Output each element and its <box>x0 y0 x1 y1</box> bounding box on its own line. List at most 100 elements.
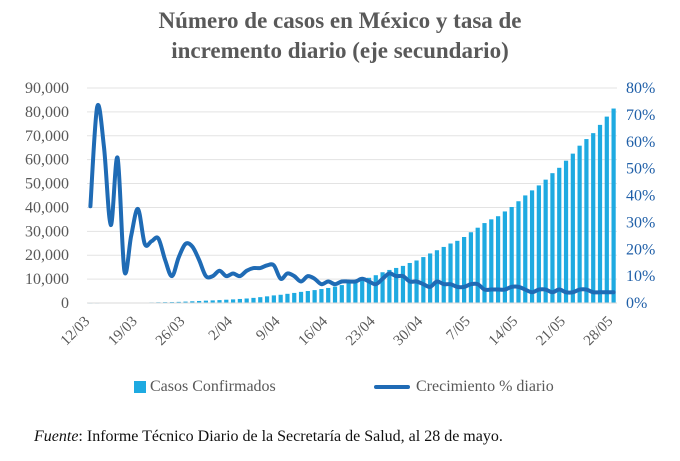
bar <box>244 298 249 303</box>
bar <box>224 299 229 303</box>
bar <box>264 296 270 303</box>
bar <box>183 301 188 303</box>
legend: Casos Confirmados Crecimiento % diario <box>0 376 680 400</box>
x-tick-label: 28/05 <box>581 314 616 349</box>
right-tick-label: 40% <box>626 188 655 205</box>
bar <box>428 253 433 303</box>
chart-plot-area: 0 10,000 20,000 30,000 40,000 50,000 60,000 70,… <box>25 80 655 349</box>
bar <box>584 139 589 303</box>
legend-label-crecimiento: Crecimiento % diario <box>416 378 554 395</box>
right-tick-label: 60% <box>626 134 655 151</box>
x-tick-label: 30/04 <box>391 313 427 349</box>
x-tick-label: 21/05 <box>533 314 568 349</box>
bar <box>462 236 467 303</box>
bar <box>563 160 569 303</box>
bar <box>502 211 507 303</box>
bar <box>190 301 195 303</box>
bar <box>271 295 276 303</box>
bar <box>536 185 541 303</box>
bar <box>489 219 494 303</box>
x-tick-label: 23/04 <box>343 313 379 349</box>
bar <box>448 243 453 303</box>
left-tick-label: 50,000 <box>25 176 69 193</box>
gridlines <box>87 87 617 280</box>
bar <box>441 246 446 303</box>
bar <box>482 223 487 303</box>
bar <box>312 290 317 303</box>
chart-title-line-2: incremento diario (eje secundario) <box>171 38 509 63</box>
bar <box>387 269 392 303</box>
bar <box>366 277 372 303</box>
source-label: Fuente <box>34 428 79 445</box>
bar <box>394 267 399 303</box>
line-series-crecimiento <box>88 102 616 295</box>
bar <box>550 173 555 303</box>
bar <box>400 265 406 303</box>
right-tick-label: 30% <box>626 214 655 231</box>
bar <box>611 108 616 303</box>
bar <box>434 250 440 303</box>
bar-series-casos-confirmados <box>88 108 616 304</box>
bar <box>380 272 385 303</box>
x-tick-label: 9/04 <box>253 313 284 344</box>
growth-line <box>88 102 616 295</box>
bar <box>455 240 460 303</box>
bar <box>217 300 222 303</box>
bar <box>285 293 290 303</box>
left-tick-label: 0 <box>61 295 69 312</box>
bar <box>237 298 242 303</box>
bar <box>346 283 351 303</box>
legend-item-casos: Casos Confirmados <box>134 378 276 396</box>
chart-title-line-1: Número de casos en México y tasa de <box>158 8 522 33</box>
left-tick-label: 60,000 <box>25 152 69 169</box>
bar <box>591 133 596 303</box>
bar <box>251 297 256 303</box>
bar <box>570 153 575 303</box>
left-tick-label: 80,000 <box>25 104 69 121</box>
bar <box>495 216 501 303</box>
x-tick-label: 2/04 <box>206 313 237 344</box>
x-tick-label: 12/03 <box>58 314 93 349</box>
x-tick-label: 16/04 <box>296 313 332 349</box>
left-tick-label: 10,000 <box>25 271 69 288</box>
bar <box>468 232 474 303</box>
bar <box>421 257 426 303</box>
legend-swatch-bar <box>134 381 146 393</box>
source-text: : Informe Técnico Diario de la Secretarí… <box>78 428 503 445</box>
left-tick-label: 90,000 <box>25 80 69 97</box>
x-tick-label: 7/05 <box>444 314 474 344</box>
right-tick-label: 10% <box>626 268 655 285</box>
right-axis-ticks: 0% 10% 20% 30% 40% 50% 60% 70% 80% <box>626 80 655 312</box>
bar <box>516 201 521 303</box>
source-note: Fuente: Informe Técnico Diario de la Sec… <box>34 428 503 446</box>
bar <box>305 291 310 303</box>
bar <box>509 207 514 303</box>
right-tick-label: 20% <box>626 241 655 258</box>
left-axis-ticks: 0 10,000 20,000 30,000 40,000 50,000 60,000 70,… <box>25 80 69 312</box>
bar <box>278 294 283 303</box>
bar <box>353 282 358 303</box>
legend-label-casos: Casos Confirmados <box>150 378 276 395</box>
bar <box>604 116 609 303</box>
bar <box>597 124 603 303</box>
bar <box>292 292 297 303</box>
right-tick-label: 70% <box>626 107 655 124</box>
bar <box>543 179 548 303</box>
bar <box>176 301 181 303</box>
bar <box>197 300 202 303</box>
bar <box>298 291 304 303</box>
bar <box>326 287 331 303</box>
x-tick-label: 26/03 <box>153 314 188 349</box>
x-tick-label: 14/05 <box>486 314 521 349</box>
x-axis-ticks: 12/03 19/03 26/03 2/04 9/04 16/04 23/04 30/04 7/… <box>58 313 617 349</box>
bar <box>210 300 215 303</box>
bar <box>577 145 582 303</box>
left-tick-label: 30,000 <box>25 223 69 240</box>
x-tick-label: 19/03 <box>105 314 140 349</box>
left-tick-label: 40,000 <box>25 199 69 216</box>
bar <box>258 297 263 303</box>
bar <box>360 280 365 303</box>
bar <box>332 286 338 303</box>
bar <box>475 227 480 303</box>
bar <box>339 285 344 303</box>
